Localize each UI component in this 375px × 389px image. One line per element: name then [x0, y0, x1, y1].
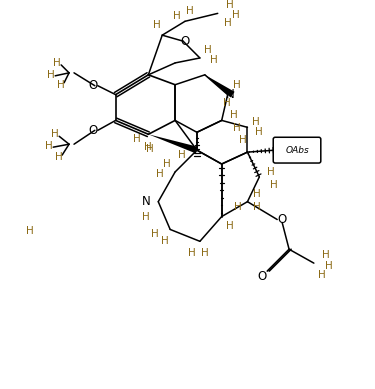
Text: H: H	[318, 270, 326, 280]
Text: H: H	[133, 134, 140, 144]
Text: O: O	[258, 270, 267, 282]
Text: H: H	[156, 169, 164, 179]
Text: H: H	[144, 142, 152, 152]
Text: H: H	[188, 248, 196, 258]
Text: O: O	[88, 124, 98, 137]
Text: H: H	[57, 80, 65, 90]
Text: H: H	[325, 261, 333, 271]
Text: H: H	[226, 0, 234, 11]
Text: H: H	[254, 189, 261, 199]
Text: H: H	[322, 250, 330, 260]
Text: H: H	[226, 221, 234, 231]
Text: H: H	[232, 11, 240, 20]
Text: H: H	[255, 127, 263, 137]
Text: H: H	[270, 180, 278, 190]
Text: H: H	[234, 202, 242, 212]
Text: N: N	[142, 195, 151, 208]
Text: H: H	[173, 11, 181, 21]
Text: H: H	[223, 98, 231, 108]
Text: H: H	[45, 141, 53, 151]
Text: H: H	[232, 123, 240, 133]
Text: H: H	[224, 18, 231, 28]
Text: H: H	[152, 230, 159, 239]
Text: H: H	[201, 248, 209, 258]
Text: N: N	[226, 88, 235, 101]
Text: O: O	[88, 79, 98, 92]
Text: H: H	[254, 202, 261, 212]
Polygon shape	[205, 75, 235, 98]
Text: H: H	[163, 159, 171, 169]
Text: H: H	[142, 212, 150, 222]
Text: H: H	[186, 6, 194, 16]
FancyBboxPatch shape	[273, 137, 321, 163]
Text: H: H	[232, 80, 240, 90]
Text: O: O	[278, 213, 287, 226]
Text: H: H	[238, 135, 246, 145]
Text: H: H	[55, 152, 63, 162]
Text: H: H	[147, 144, 154, 154]
Text: H: H	[230, 110, 237, 121]
Text: H: H	[53, 58, 61, 68]
Text: H: H	[153, 20, 161, 30]
Polygon shape	[148, 134, 198, 153]
Text: H: H	[267, 167, 275, 177]
Text: O: O	[180, 35, 190, 47]
Text: H: H	[210, 55, 218, 65]
Text: H: H	[51, 129, 59, 139]
Text: H: H	[47, 70, 55, 80]
Text: H: H	[26, 226, 33, 237]
Text: H: H	[178, 150, 186, 160]
Text: H: H	[204, 45, 212, 55]
Text: OAbs: OAbs	[285, 145, 309, 155]
Text: H: H	[161, 237, 169, 246]
Text: H: H	[252, 117, 259, 127]
